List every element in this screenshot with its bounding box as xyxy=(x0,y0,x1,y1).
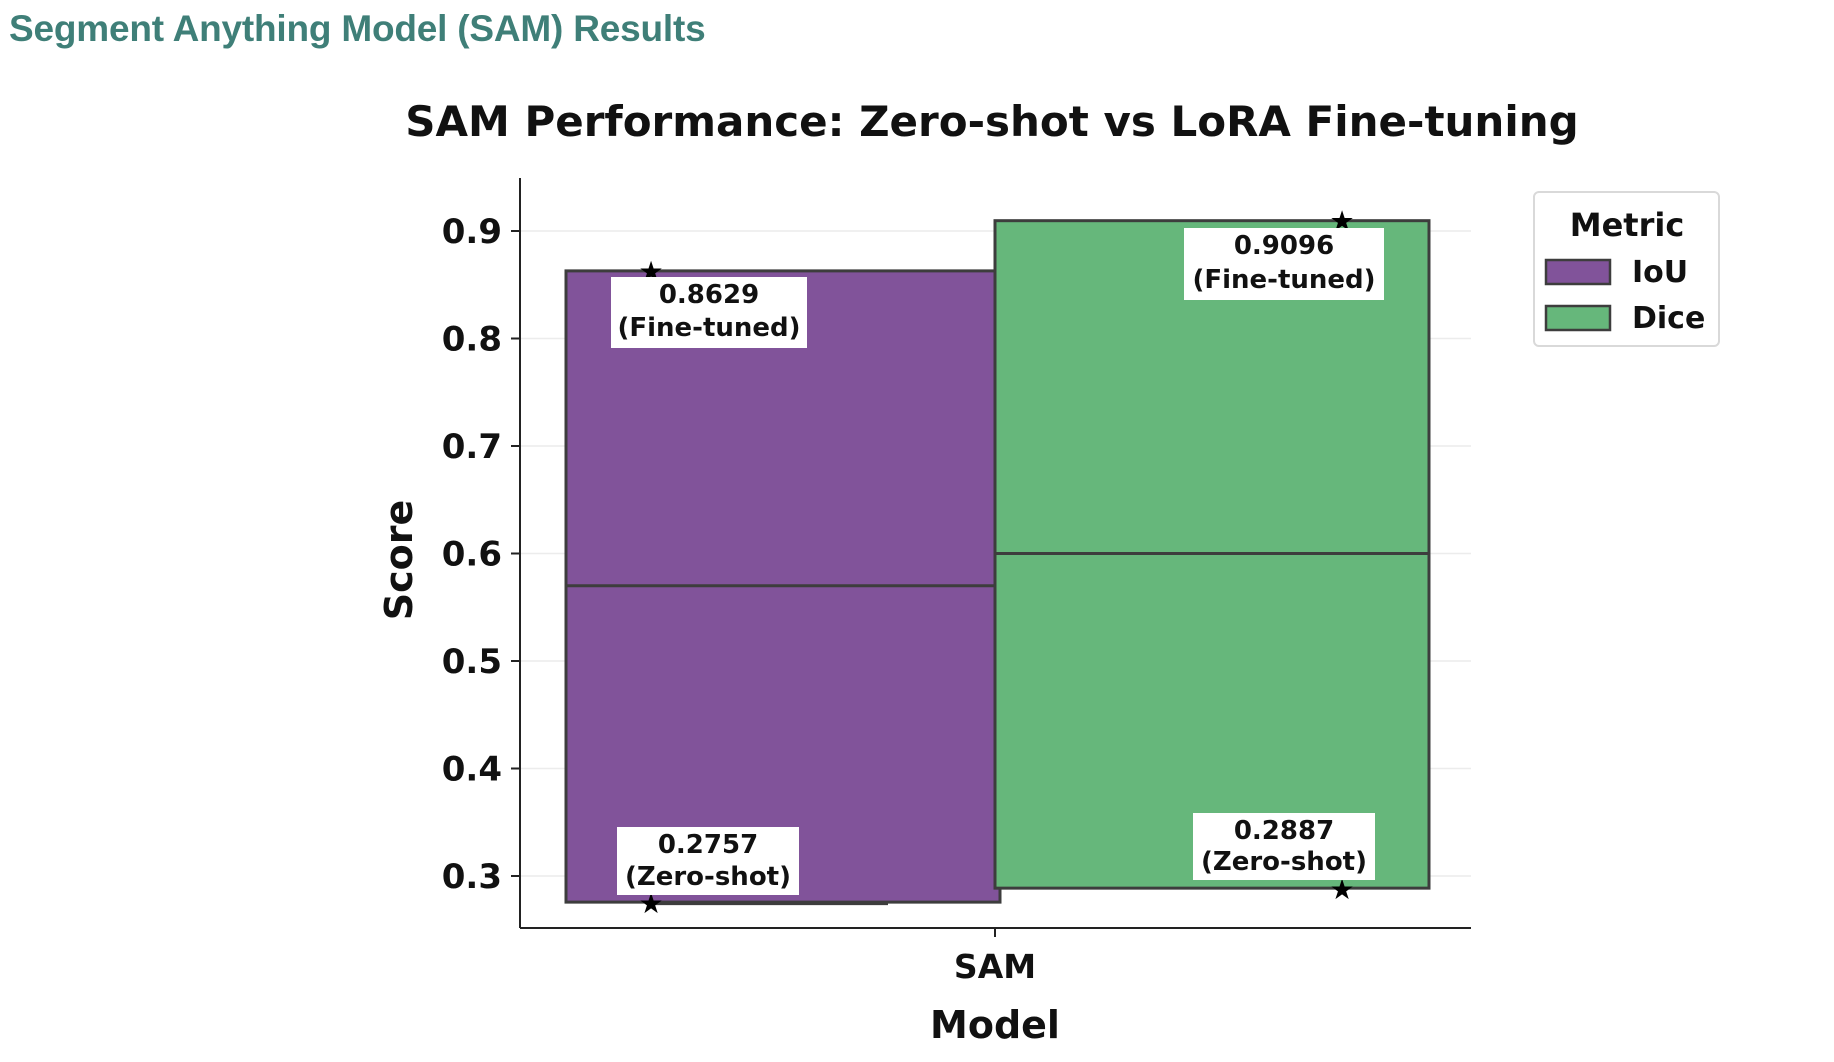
bars xyxy=(564,219,1431,906)
label-box-zero-shot xyxy=(617,827,799,895)
x-axis-label: Model xyxy=(930,1003,1060,1047)
data-label-value: 0.2757 xyxy=(658,830,758,860)
x-tick-label: SAM xyxy=(954,947,1036,986)
legend-entry-iou: IoU xyxy=(1632,255,1688,290)
y-tick-label: 0.4 xyxy=(442,750,502,790)
y-ticks: 0.3 0.4 0.5 0.6 0.7 0.8 0.9 xyxy=(442,212,520,897)
data-label-value: 0.9096 xyxy=(1234,231,1334,261)
data-label-tag: (Zero-shot) xyxy=(625,862,791,892)
legend-title: Metric xyxy=(1570,206,1685,244)
legend-entry-dice: Dice xyxy=(1632,301,1705,336)
y-tick-label: 0.7 xyxy=(442,427,502,467)
y-tick-label: 0.3 xyxy=(442,857,502,897)
y-tick-label: 0.6 xyxy=(442,535,502,575)
data-label-tag: (Fine-tuned) xyxy=(1192,265,1375,295)
data-label-tag: (Zero-shot) xyxy=(1201,847,1367,877)
legend-swatch-iou xyxy=(1544,258,1612,286)
legend-swatch-dice xyxy=(1544,304,1612,332)
y-tick-label: 0.9 xyxy=(442,212,502,252)
y-axis-label: Score xyxy=(377,500,421,621)
y-tick-label: 0.5 xyxy=(442,642,502,682)
page-heading: Segment Anything Model (SAM) Results xyxy=(9,8,706,49)
x-ticks: SAM xyxy=(954,928,1036,986)
label-box-fine-tuned xyxy=(611,277,807,348)
chart-title: SAM Performance: Zero-shot vs LoRA Fine-… xyxy=(405,97,1578,146)
legend: Metric IoU Dice xyxy=(1533,191,1720,347)
data-label-value: 0.2887 xyxy=(1234,816,1334,846)
data-label-value: 0.8629 xyxy=(659,280,759,310)
data-label-tag: (Fine-tuned) xyxy=(617,313,800,343)
label-box-zero-shot xyxy=(1193,813,1375,880)
label-box-fine-tuned xyxy=(1184,228,1384,300)
y-tick-label: 0.8 xyxy=(442,320,502,360)
data-labels: ★★0.8629(Fine-tuned)0.2757(Zero-shot)★★0… xyxy=(611,205,1384,920)
